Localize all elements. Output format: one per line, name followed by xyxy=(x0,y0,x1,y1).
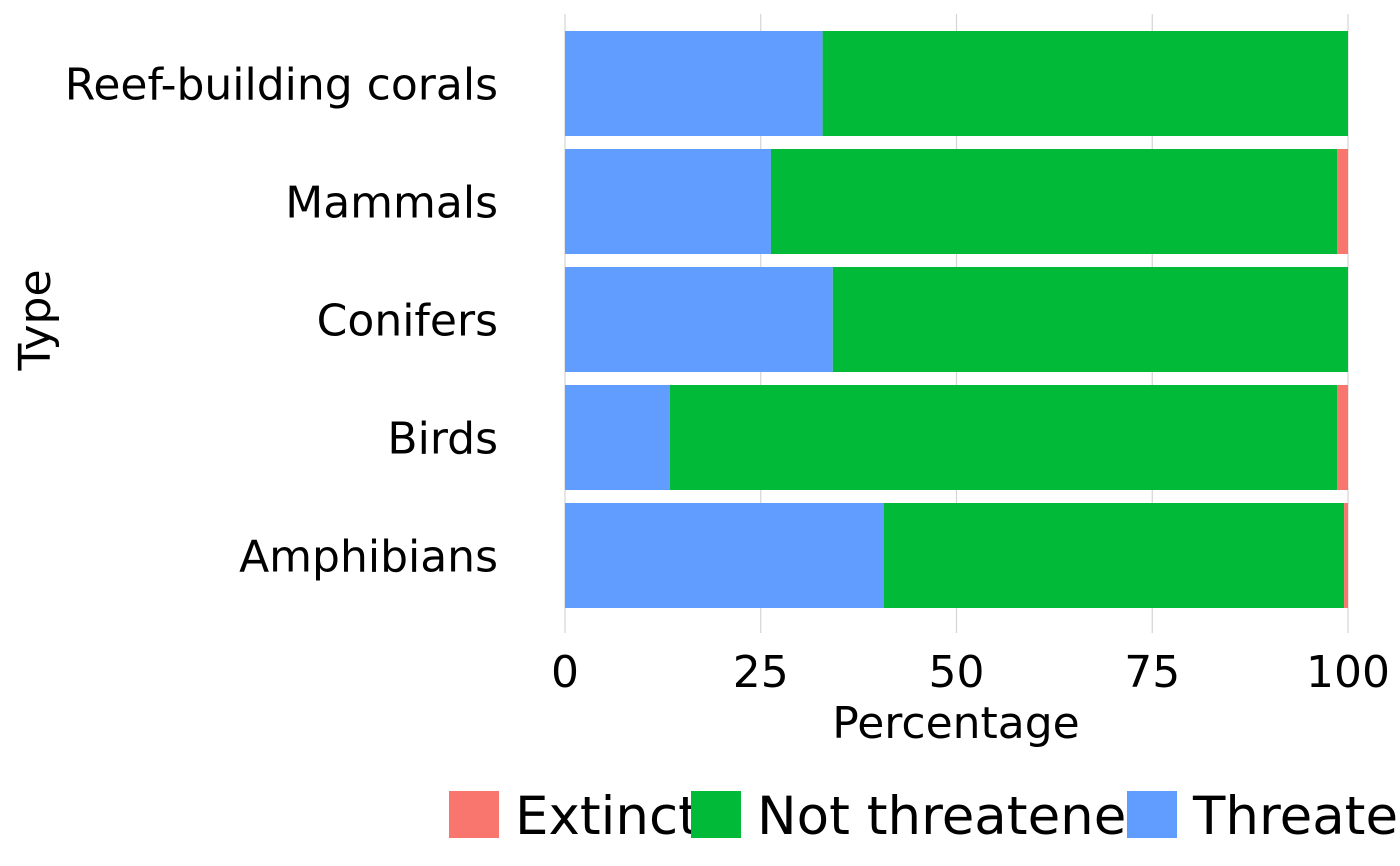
bar-segment-threatened xyxy=(565,31,823,136)
bar-segment-threatened xyxy=(565,149,771,254)
x-tick-label: 100 xyxy=(1306,647,1390,698)
bar-segment-extinct xyxy=(1344,503,1348,608)
bar-segment-not-threatened xyxy=(822,31,1348,136)
x-tick-label: 50 xyxy=(929,647,985,698)
bar-segment-extinct xyxy=(1337,385,1348,490)
bar-segment-threatened xyxy=(565,385,670,490)
category-label: Birds xyxy=(387,414,498,465)
legend-label: Extinct xyxy=(515,786,699,847)
x-axis-ticks: 0 25 50 75 100 xyxy=(551,625,1390,698)
category-label: Reef-building corals xyxy=(65,60,498,111)
legend: Extinct Not threatened Threate xyxy=(449,786,1398,847)
category-label: Amphibians xyxy=(239,532,498,583)
legend-key-not-threatened xyxy=(691,791,741,838)
bars xyxy=(565,31,1348,608)
bar-segment-threatened xyxy=(565,267,833,372)
legend-label: Not threatened xyxy=(757,786,1160,847)
bar-segment-threatened xyxy=(565,503,884,608)
bar-segment-not-threatened xyxy=(832,267,1348,372)
x-axis-title: Percentage xyxy=(832,698,1080,749)
bar-segment-not-threatened xyxy=(770,149,1338,254)
x-tick-label: 0 xyxy=(551,647,579,698)
category-label: Mammals xyxy=(285,178,498,229)
legend-label: Threate xyxy=(1192,786,1398,847)
bar-segment-not-threatened xyxy=(669,385,1338,490)
y-axis-title: Type xyxy=(10,269,61,371)
legend-key-threatened xyxy=(1127,791,1177,838)
legend-key-extinct xyxy=(449,791,499,838)
bar-segment-not-threatened xyxy=(883,503,1345,608)
category-labels: Reef-building corals Mammals Conifers Birds… xyxy=(65,60,498,583)
bar-segment-extinct xyxy=(1337,149,1348,254)
x-tick-label: 75 xyxy=(1124,647,1180,698)
x-tick-label: 25 xyxy=(733,647,789,698)
category-label: Conifers xyxy=(317,296,498,347)
